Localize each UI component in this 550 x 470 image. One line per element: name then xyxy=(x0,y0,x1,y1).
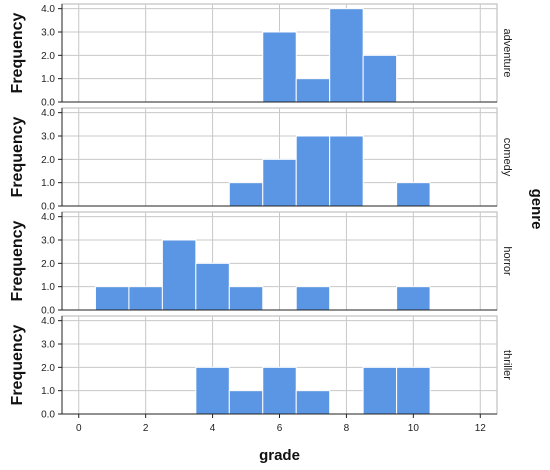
y-axis-title: Frequency xyxy=(9,116,26,197)
y-tick-label: 1.0 xyxy=(41,386,55,397)
y-tick-label: 0.0 xyxy=(41,202,55,213)
y-tick-label: 4.0 xyxy=(41,108,55,119)
histogram-bar xyxy=(396,286,431,311)
histogram-bar xyxy=(228,182,264,207)
facet-panel-adventure: 0.0 1.0 2.0 3.0 4.0 Frequency adventure xyxy=(9,3,513,109)
facet-panel-comedy: 0.0 1.0 2.0 3.0 4.0 Frequency comedy xyxy=(9,107,513,213)
y-tick-label: 0.0 xyxy=(41,306,55,317)
facet-label-comedy: comedy xyxy=(501,138,513,177)
x-tick-label: 12 xyxy=(475,423,487,434)
facet-label-adventure: adventure xyxy=(501,29,513,78)
histogram-bar xyxy=(228,390,264,415)
facet-label-horror: horror xyxy=(501,246,513,276)
facet-panel-horror: 0.0 1.0 2.0 3.0 4.0 Frequency horror xyxy=(9,211,513,317)
x-tick-label: 2 xyxy=(143,423,149,434)
y-tick-label: 2.0 xyxy=(41,51,55,62)
x-tick-label: 6 xyxy=(277,423,283,434)
x-axis-title: grade xyxy=(259,447,300,464)
y-tick-label: 3.0 xyxy=(41,132,55,143)
histogram-bar xyxy=(94,286,130,311)
histogram-bar xyxy=(295,135,331,207)
histogram-bar xyxy=(228,286,264,311)
histogram-bar xyxy=(295,78,331,103)
histogram-bar xyxy=(329,8,364,103)
histogram-bar xyxy=(262,31,297,103)
histogram-bar xyxy=(295,286,331,311)
histogram-bar xyxy=(161,239,197,311)
y-tick-label: 2.0 xyxy=(41,363,55,374)
y-axis-title: Frequency xyxy=(9,220,26,301)
facet-variable-title: genre xyxy=(528,189,545,230)
y-tick-label: 3.0 xyxy=(41,28,55,39)
histogram-bar xyxy=(128,286,163,311)
y-tick-label: 1.0 xyxy=(41,74,55,85)
y-axis-title: Frequency xyxy=(9,324,26,405)
y-tick-label: 0.0 xyxy=(41,98,55,109)
histogram-bar xyxy=(396,366,431,415)
y-tick-label: 4.0 xyxy=(41,316,55,327)
y-tick-label: 1.0 xyxy=(41,282,55,293)
histogram-bar xyxy=(362,366,398,415)
y-tick-label: 4.0 xyxy=(41,4,55,15)
y-tick-label: 2.0 xyxy=(41,155,55,166)
facet-label-thriller: thriller xyxy=(501,350,513,380)
y-tick-label: 0.0 xyxy=(41,410,55,421)
histogram-bar xyxy=(329,135,364,207)
histogram-bar xyxy=(396,182,431,207)
y-tick-label: 2.0 xyxy=(41,259,55,270)
histogram-bar xyxy=(195,262,230,311)
facet-panel-thriller: 0.0 1.0 2.0 3.0 4.0 Frequency thriller xyxy=(9,315,513,421)
histogram-bar xyxy=(262,158,297,207)
histogram-bar xyxy=(195,366,230,415)
histogram-bar xyxy=(295,390,331,415)
y-tick-label: 4.0 xyxy=(41,212,55,223)
y-axis-title: Frequency xyxy=(9,12,26,93)
x-tick-label: 8 xyxy=(344,423,350,434)
y-tick-label: 3.0 xyxy=(41,236,55,247)
histogram-bar xyxy=(262,366,297,415)
histogram-bar xyxy=(362,54,398,103)
x-tick-label: 0 xyxy=(76,423,82,434)
y-tick-label: 3.0 xyxy=(41,340,55,351)
y-tick-label: 1.0 xyxy=(41,178,55,189)
x-tick-label: 4 xyxy=(210,423,216,434)
x-tick-label: 10 xyxy=(408,423,420,434)
